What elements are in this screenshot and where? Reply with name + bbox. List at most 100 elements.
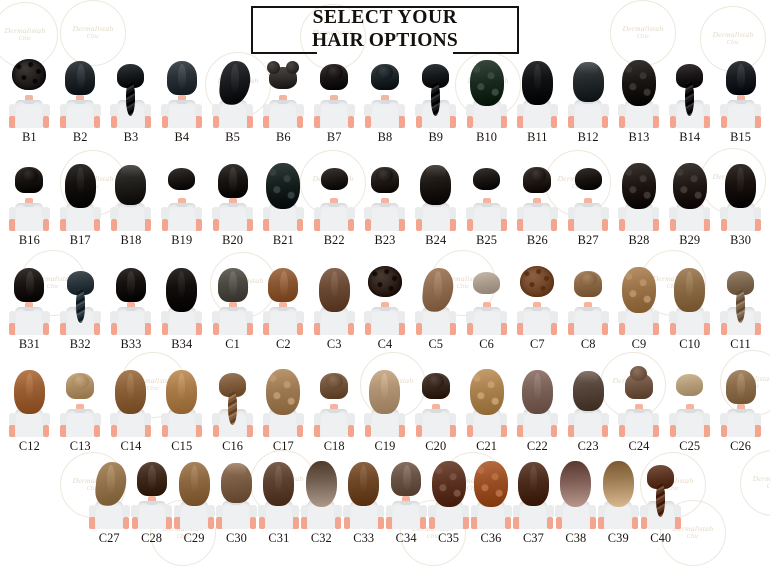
hair-option-label: C29 (183, 530, 205, 545)
hair-option-c17[interactable]: C17 (258, 364, 309, 452)
hair-option-c25[interactable]: C25 (664, 364, 715, 452)
hair-option-b33[interactable]: B33 (106, 262, 157, 350)
hair-option-b20[interactable]: B20 (207, 158, 258, 246)
hair-option-c28[interactable]: C28 (130, 458, 173, 544)
arm-right (296, 322, 304, 335)
hair-option-b2[interactable]: B2 (55, 55, 106, 143)
hair-option-b17[interactable]: B17 (55, 158, 106, 246)
hair-option-c8[interactable]: C8 (563, 262, 614, 350)
hair-option-b13[interactable]: B13 (614, 55, 665, 143)
sleeve-left (262, 103, 271, 116)
hair-option-b12[interactable]: B12 (563, 55, 614, 143)
hair-option-b8[interactable]: B8 (360, 55, 411, 143)
hair-option-b5[interactable]: B5 (207, 55, 258, 143)
hair-option-c34[interactable]: C34 (385, 458, 427, 544)
hair-option-b31[interactable]: B31 (4, 262, 55, 350)
hair-option-c27[interactable]: C27 (88, 458, 130, 544)
hair-option-c6[interactable]: C6 (461, 262, 512, 350)
hair-option-b25[interactable]: B25 (461, 158, 512, 246)
hair-option-c23[interactable]: C23 (563, 364, 614, 452)
hair-option-label: B16 (18, 232, 40, 247)
hair-option-c9[interactable]: C9 (614, 262, 665, 350)
hair-option-c37[interactable]: C37 (512, 458, 554, 544)
hair-option-c32[interactable]: C32 (300, 458, 342, 544)
hair-option-b27[interactable]: B27 (563, 158, 614, 246)
hair-layer (178, 372, 186, 401)
hair-option-b11[interactable]: B11 (512, 55, 563, 143)
hair-option-c20[interactable]: C20 (410, 364, 461, 452)
hair-option-b6[interactable]: B6 (258, 55, 309, 143)
mannequin-body (567, 301, 609, 335)
hair-option-c18[interactable]: C18 (309, 364, 360, 452)
hair-option-b26[interactable]: B26 (512, 158, 563, 246)
hair-option-label: B22 (323, 232, 345, 247)
arm-left (364, 218, 372, 231)
mannequin-body (313, 94, 355, 128)
hair-option-c12[interactable]: C12 (4, 364, 55, 452)
hair-option-b18[interactable]: B18 (106, 158, 157, 246)
hair-option-b23[interactable]: B23 (360, 158, 411, 246)
hair-layer (737, 166, 745, 195)
hair-option-label: B11 (527, 129, 548, 144)
hair-option-b14[interactable]: B14 (664, 55, 715, 143)
hair-option-b4[interactable]: B4 (156, 55, 207, 143)
hair-option-c24[interactable]: C24 (614, 364, 665, 452)
hair-option-c10[interactable]: C10 (664, 262, 715, 350)
hair-option-c4[interactable]: C4 (360, 262, 411, 350)
sleeve-right (753, 310, 762, 323)
hair-option-b30[interactable]: B30 (715, 158, 766, 246)
hair-option-b32[interactable]: B32 (55, 262, 106, 350)
hair-option-c29[interactable]: C29 (173, 458, 215, 544)
hair-layer (517, 461, 549, 506)
hair-option-b34[interactable]: B34 (156, 262, 207, 350)
arm-left (60, 424, 67, 437)
hair-option-c26[interactable]: C26 (715, 364, 766, 452)
hair-option-c22[interactable]: C22 (512, 364, 563, 452)
hair-option-b22[interactable]: B22 (309, 158, 360, 246)
hair-layer (578, 61, 599, 76)
hair-swatch-image (410, 63, 461, 128)
hair-option-b9[interactable]: B9 (410, 55, 461, 143)
hair-option-c35[interactable]: C35 (427, 458, 470, 544)
hair-option-c39[interactable]: C39 (597, 458, 639, 544)
arm-right (754, 322, 761, 335)
neck (76, 403, 85, 411)
hair-option-c2[interactable]: C2 (258, 262, 309, 350)
hair-layer (685, 81, 695, 116)
arm-left (513, 516, 520, 529)
hair-option-c33[interactable]: C33 (343, 458, 385, 544)
hair-option-c16[interactable]: C16 (207, 364, 258, 452)
hair-option-b24[interactable]: B24 (410, 158, 461, 246)
hair-option-b16[interactable]: B16 (4, 158, 55, 246)
hair-option-c1[interactable]: C1 (207, 262, 258, 350)
hair-option-b29[interactable]: B29 (664, 158, 715, 246)
hair-option-c5[interactable]: C5 (410, 262, 461, 350)
sleeve-right (601, 103, 609, 116)
hair-option-c40[interactable]: C40 (639, 458, 682, 544)
hair-option-b1[interactable]: B1 (4, 55, 55, 143)
hair-option-c13[interactable]: C13 (55, 364, 106, 452)
hair-layer (474, 460, 508, 507)
hair-option-c19[interactable]: C19 (360, 364, 411, 452)
hair-option-b15[interactable]: B15 (715, 55, 766, 143)
hair-option-c30[interactable]: C30 (215, 458, 257, 544)
hair-option-label: B6 (276, 129, 291, 144)
hair-option-b28[interactable]: B28 (614, 158, 665, 246)
hair-option-c31[interactable]: C31 (258, 458, 300, 544)
hair-option-b21[interactable]: B21 (258, 158, 309, 246)
hair-option-c11[interactable]: C11 (715, 262, 766, 350)
hair-option-c36[interactable]: C36 (470, 458, 512, 544)
hair-option-c7[interactable]: C7 (512, 262, 563, 350)
hair-option-c15[interactable]: C15 (156, 364, 207, 452)
hair-option-b10[interactable]: B10 (461, 55, 512, 143)
hair-option-b7[interactable]: B7 (309, 55, 360, 143)
hair-option-b19[interactable]: B19 (156, 158, 207, 246)
hair-option-c14[interactable]: C14 (106, 364, 157, 452)
hair-option-c21[interactable]: C21 (461, 364, 512, 452)
collar (22, 202, 36, 207)
hair-option-c38[interactable]: C38 (555, 458, 597, 544)
hair-swatch-image (427, 460, 470, 529)
hair-option-b3[interactable]: B3 (106, 55, 157, 143)
hair-option-c3[interactable]: C3 (309, 262, 360, 350)
neck (25, 94, 34, 102)
